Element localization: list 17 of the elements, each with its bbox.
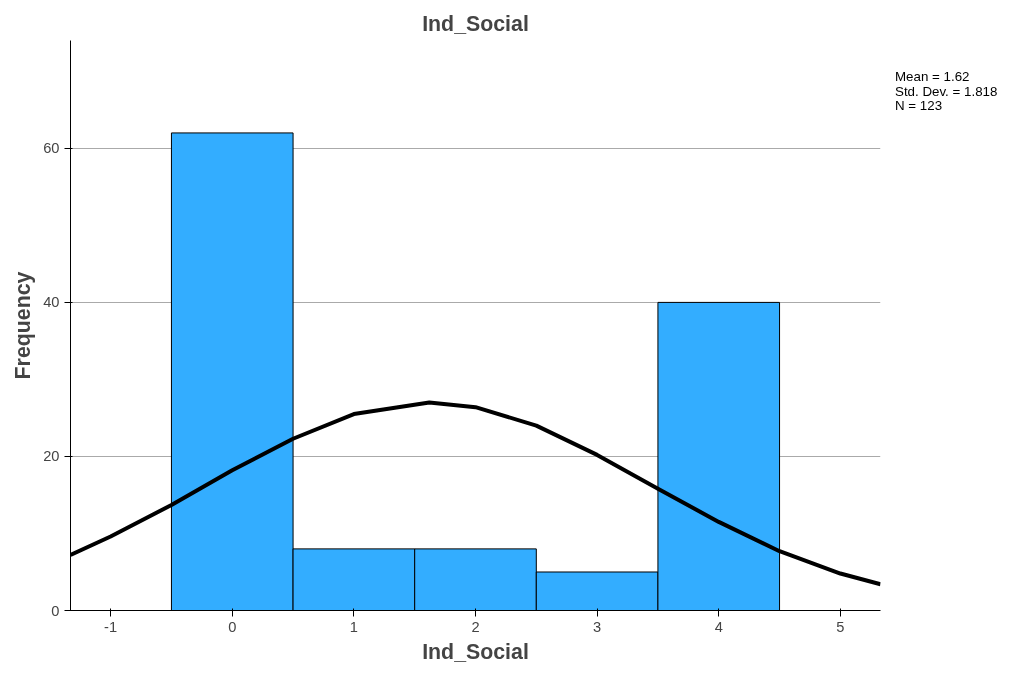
x-axis-title: Ind_Social bbox=[422, 639, 529, 664]
y-axis-title: Frequency bbox=[11, 271, 36, 380]
y-tick-label: 0 bbox=[51, 602, 60, 619]
x-tick-label: -1 bbox=[104, 618, 118, 635]
x-tick-label: 5 bbox=[836, 618, 845, 635]
y-tick-label: 20 bbox=[43, 448, 60, 465]
x-tick-label: 2 bbox=[471, 618, 480, 635]
x-tick-label: 3 bbox=[593, 618, 602, 635]
y-tick-label: 40 bbox=[43, 294, 60, 311]
text: Std. Dev. = 1.818 bbox=[895, 83, 998, 99]
chart-title: Ind_Social bbox=[422, 11, 529, 36]
x-tick-label: 1 bbox=[349, 618, 358, 635]
x-tick-label: 0 bbox=[228, 618, 237, 635]
text: Mean = 1.62 bbox=[895, 69, 970, 84]
y-tick-label: 60 bbox=[43, 140, 60, 157]
x-tick-label: 4 bbox=[714, 618, 723, 635]
text: N = 123 bbox=[895, 98, 943, 114]
